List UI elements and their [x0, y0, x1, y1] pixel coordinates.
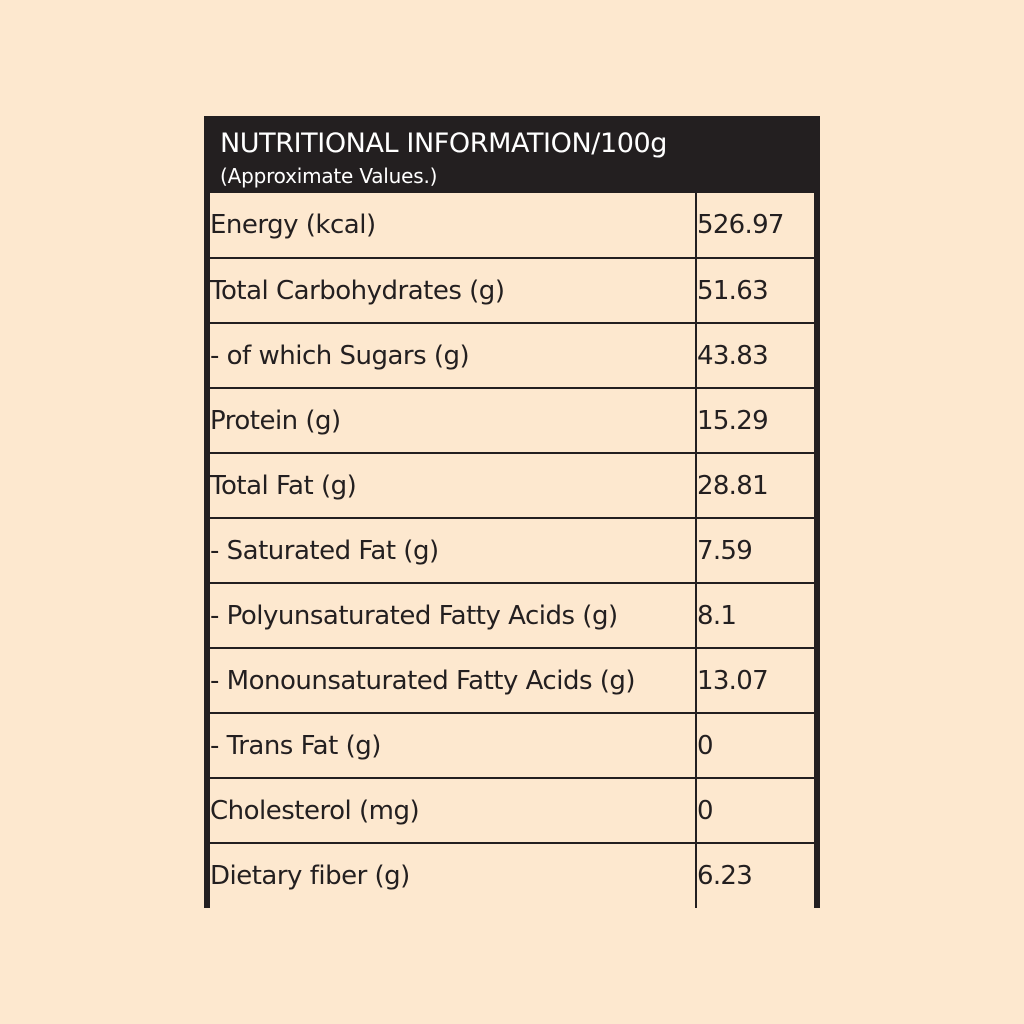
- table-row: Energy (kcal) 526.97: [210, 193, 814, 259]
- row-value: 6.23: [697, 861, 753, 891]
- table-row: - Monounsaturated Fatty Acids (g) 13.07: [210, 648, 814, 714]
- row-label: Protein (g): [210, 388, 697, 454]
- row-label: Total Fat (g): [210, 453, 697, 519]
- table-row: - Polyunsaturated Fatty Acids (g) 8.1: [210, 583, 814, 649]
- nutrition-title: NUTRITIONAL INFORMATION/100g: [220, 128, 668, 159]
- row-label: Dietary fiber (g): [210, 843, 697, 908]
- row-label: Cholesterol (mg): [210, 778, 697, 844]
- row-value: 15.29: [696, 388, 814, 454]
- table-row: Dietary fiber (g) 6.23: [210, 843, 814, 908]
- row-label: - Saturated Fat (g): [210, 518, 697, 584]
- row-label: - Monounsaturated Fatty Acids (g): [210, 648, 697, 714]
- table-row: Total Carbohydrates (g) 51.63: [210, 258, 814, 324]
- row-value: 28.81: [696, 453, 814, 519]
- nutrition-header: NUTRITIONAL INFORMATION/100g (Approximat…: [210, 119, 814, 193]
- row-value: 7.59: [696, 518, 814, 584]
- row-label: - Trans Fat (g): [210, 713, 697, 779]
- table-row: Cholesterol (mg) 0: [210, 778, 814, 844]
- row-value: 526.97: [696, 193, 814, 259]
- table-row: - of which Sugars (g) 43.83: [210, 323, 814, 389]
- row-value: 0: [696, 778, 814, 844]
- nutrition-facts-panel: NUTRITIONAL INFORMATION/100g (Approximat…: [204, 116, 820, 908]
- row-label: Energy (kcal): [210, 193, 697, 259]
- row-value: 13.07: [696, 648, 814, 714]
- row-value: 8.1: [696, 583, 814, 649]
- row-value: 43.83: [696, 323, 814, 389]
- table-row: - Saturated Fat (g) 7.59: [210, 518, 814, 584]
- nutrition-table: Energy (kcal) 526.97 Total Carbohydrates…: [210, 193, 814, 908]
- table-row: Protein (g) 15.29: [210, 388, 814, 454]
- row-label: - of which Sugars (g): [210, 323, 697, 389]
- table-row: - Trans Fat (g) 0: [210, 713, 814, 779]
- row-value: 51.63: [696, 258, 814, 324]
- row-value: 0: [696, 713, 814, 779]
- row-label: - Polyunsaturated Fatty Acids (g): [210, 583, 697, 649]
- row-label: Total Carbohydrates (g): [210, 258, 697, 324]
- table-row: Total Fat (g) 28.81: [210, 453, 814, 519]
- nutrition-subtitle: (Approximate Values.): [220, 164, 438, 188]
